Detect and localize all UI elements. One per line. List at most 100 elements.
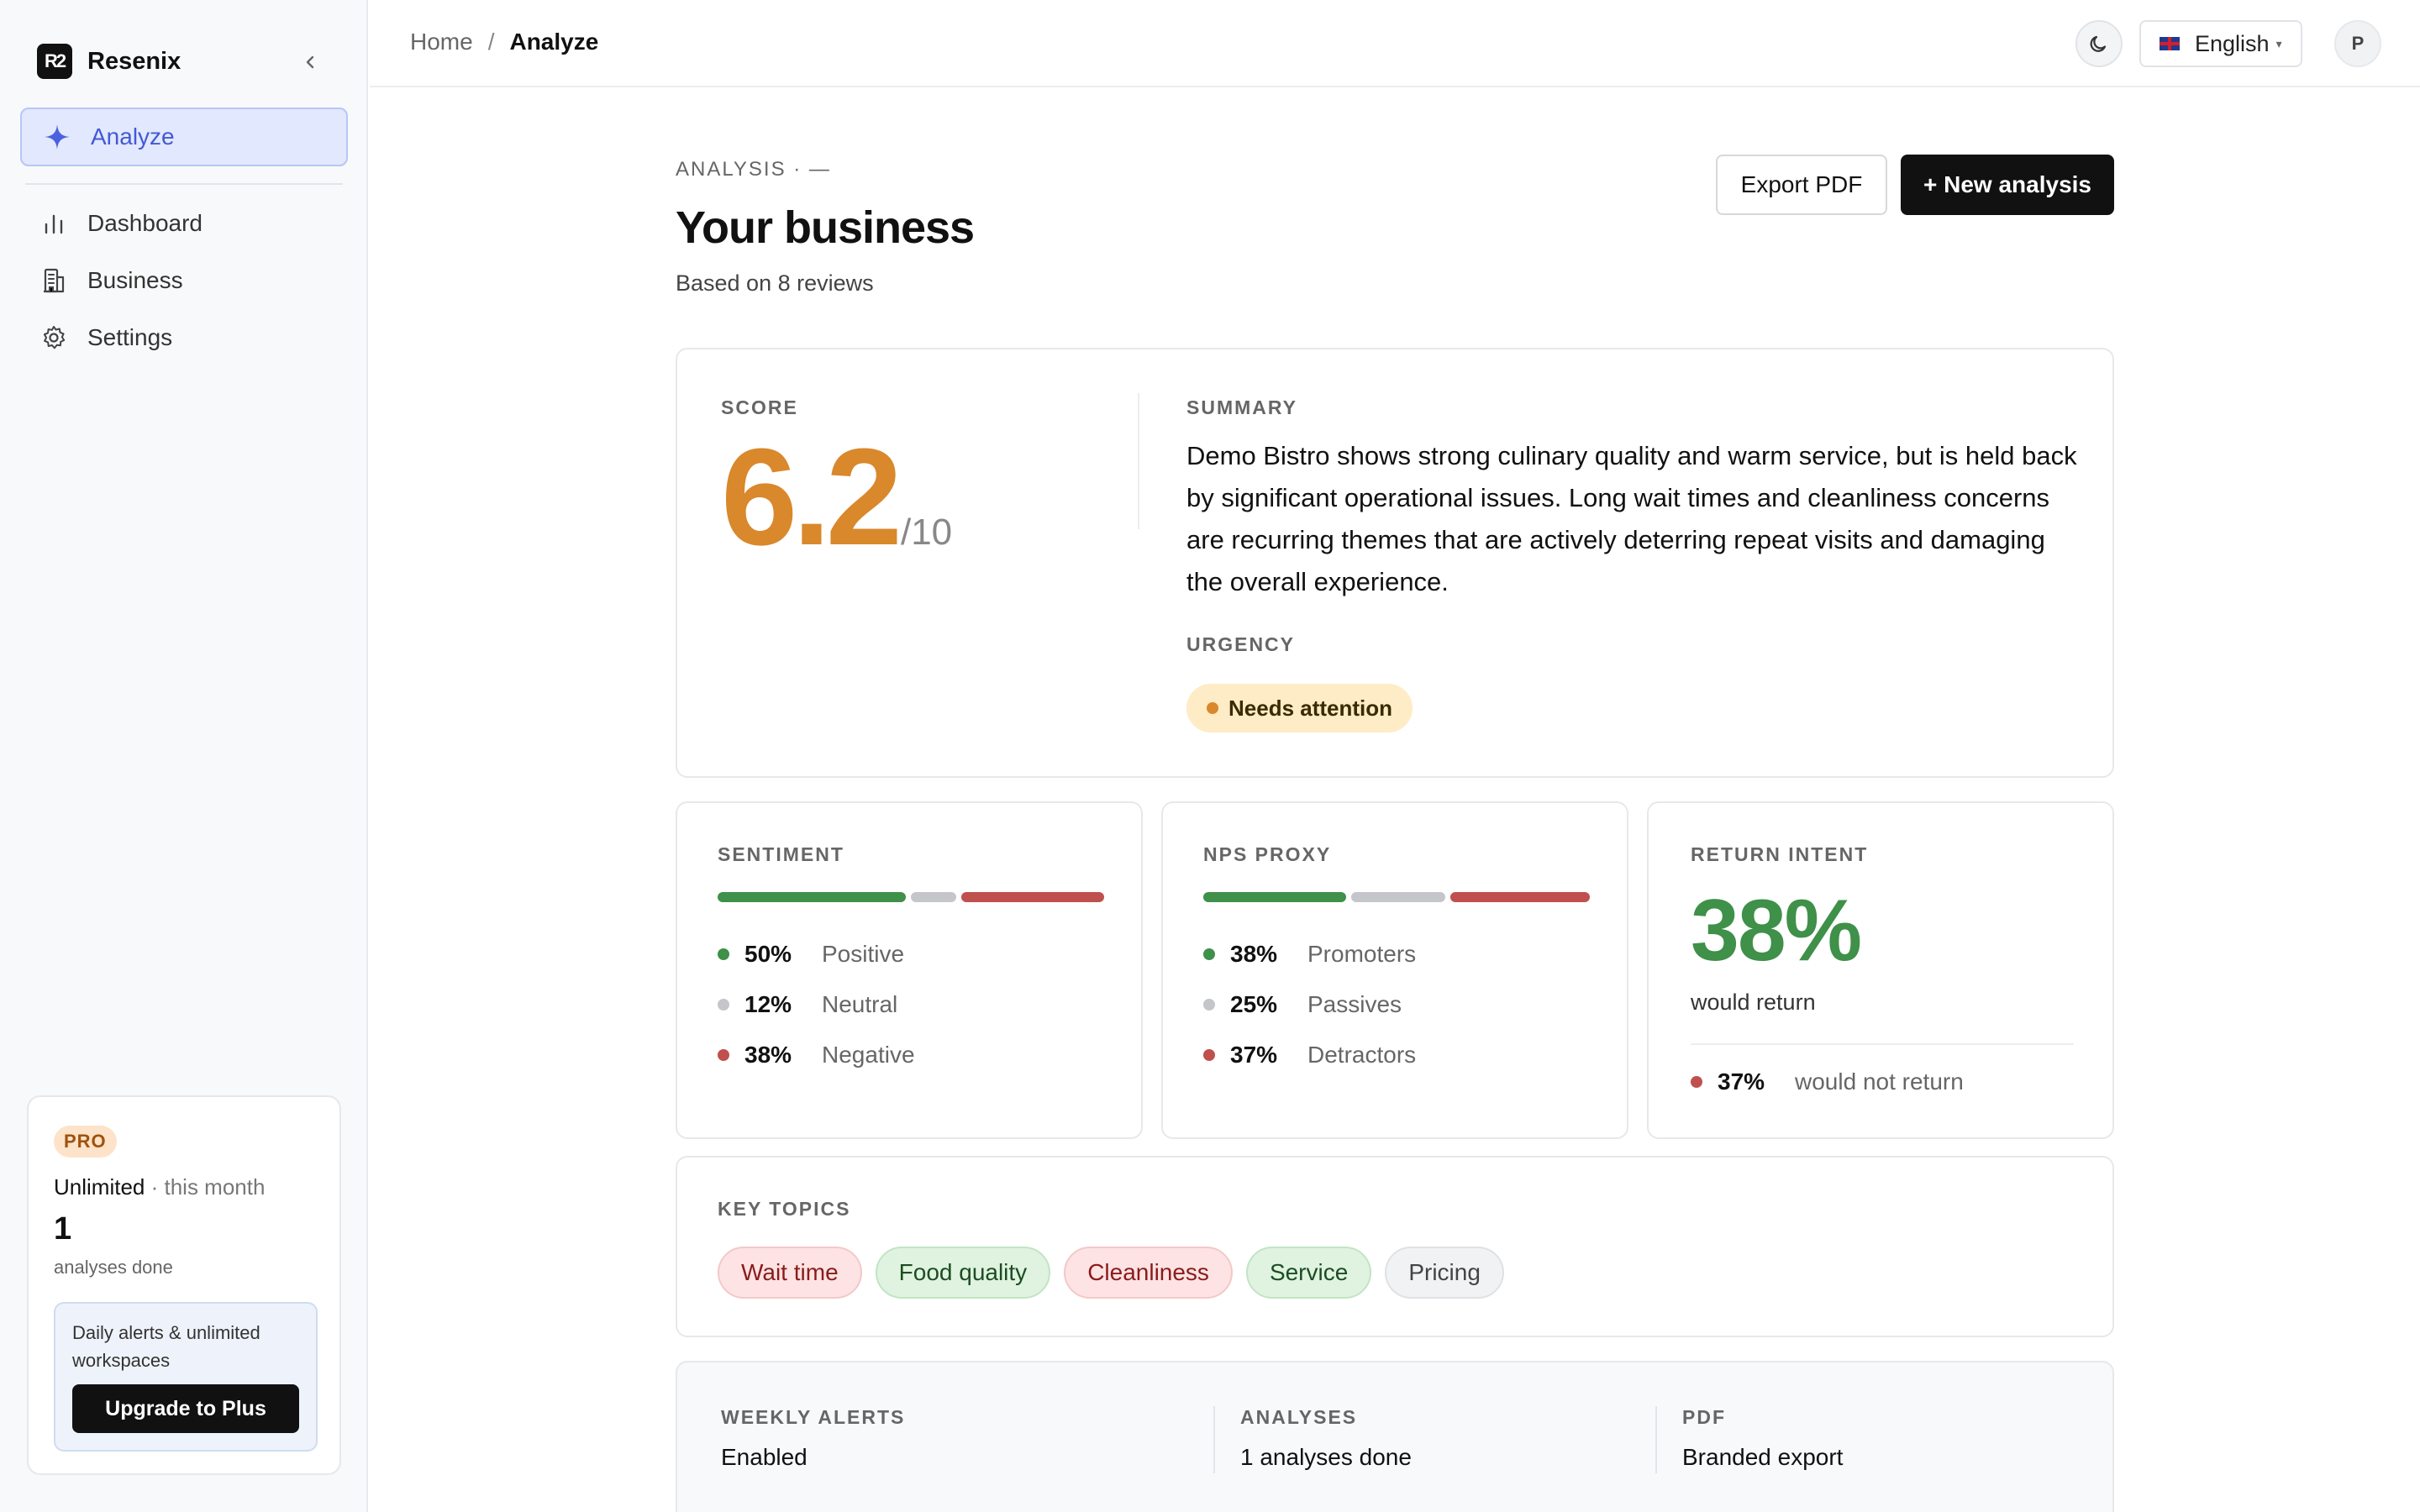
nps-bar bbox=[1203, 892, 1590, 902]
export-pdf-button[interactable]: Export PDF bbox=[1716, 155, 1887, 215]
feature-label: WEEKLY ALERTS bbox=[721, 1406, 906, 1428]
legend-name: Promoters bbox=[1307, 941, 1417, 967]
breadcrumb-current: Analyze bbox=[509, 29, 599, 55]
legend-row: 25% Passives bbox=[1203, 979, 1416, 1030]
analysis-eyebrow: ANALYSIS · — bbox=[676, 158, 831, 181]
brand-name: Resenix bbox=[87, 47, 182, 75]
return-intent-card: RETURN INTENT 38% would return 37% would… bbox=[1647, 801, 2114, 1139]
nps-bar-detractors bbox=[1450, 892, 1590, 902]
sidebar: R2 Resenix Analyze Dashboard Business bbox=[0, 0, 368, 1512]
legend-pct: 37% bbox=[1230, 1042, 1278, 1068]
brand[interactable]: R2 Resenix bbox=[37, 44, 181, 79]
not-return-row: 37% would not return bbox=[1691, 1063, 1964, 1100]
chevron-left-icon bbox=[306, 55, 314, 69]
feature-analyses: ANALYSES 1 analyses done bbox=[1240, 1406, 1412, 1471]
nps-bar-passives bbox=[1351, 892, 1446, 902]
sentiment-bar-negative bbox=[960, 892, 1104, 902]
score-number: 6.2 bbox=[721, 420, 902, 574]
feature-weekly-alerts: WEEKLY ALERTS Enabled bbox=[721, 1406, 905, 1471]
feature-value: Enabled bbox=[721, 1444, 808, 1470]
not-return-pct: 37% bbox=[1718, 1068, 1765, 1095]
legend-pct: 38% bbox=[744, 1042, 792, 1068]
sidebar-item-label: Business bbox=[87, 267, 183, 293]
feature-value: 1 analyses done bbox=[1240, 1444, 1412, 1470]
urgency-dot bbox=[1207, 702, 1218, 714]
topic-chip[interactable]: Service bbox=[1245, 1247, 1372, 1299]
legend-dot bbox=[1691, 1076, 1702, 1088]
sidebar-item-dashboard[interactable]: Dashboard bbox=[20, 195, 348, 252]
score-divider bbox=[1138, 393, 1139, 529]
topic-chip[interactable]: Pricing bbox=[1385, 1247, 1504, 1299]
plan-period: · this month bbox=[145, 1174, 266, 1200]
legend-row: 38% Negative bbox=[718, 1030, 915, 1080]
feature-label: ANALYSES bbox=[1240, 1406, 1358, 1428]
sentiment-bar bbox=[718, 892, 1104, 902]
score-value: 6.2 /10 bbox=[721, 428, 952, 566]
urgency-value: Needs attention bbox=[1228, 695, 1393, 721]
building-icon bbox=[37, 264, 71, 297]
feature-value: Branded export bbox=[1682, 1444, 1844, 1470]
sidebar-item-label: Analyze bbox=[91, 123, 175, 150]
upgrade-button[interactable]: Upgrade to Plus bbox=[72, 1384, 299, 1433]
return-intent-label: RETURN INTENT bbox=[1691, 843, 1869, 865]
sparkle-icon bbox=[42, 123, 72, 151]
score-label: SCORE bbox=[721, 396, 798, 418]
bar-chart-icon bbox=[37, 207, 71, 240]
sidebar-item-settings[interactable]: Settings bbox=[20, 309, 348, 366]
upsell-box: Daily alerts & unlimited workspaces Upgr… bbox=[54, 1302, 318, 1452]
plan-features-card: WEEKLY ALERTS Enabled ANALYSES 1 analyse… bbox=[676, 1361, 2114, 1512]
new-analysis-button[interactable]: + New analysis bbox=[1901, 155, 2114, 215]
sentiment-bar-positive bbox=[718, 892, 906, 902]
feature-pdf: PDF Branded export bbox=[1682, 1406, 1843, 1471]
theme-toggle-button[interactable] bbox=[2075, 20, 2123, 67]
topic-chip[interactable]: Cleanliness bbox=[1064, 1247, 1233, 1299]
feature-divider bbox=[1213, 1406, 1215, 1473]
legend-name: Neutral bbox=[822, 991, 898, 1017]
score-denominator: /10 bbox=[900, 512, 953, 553]
legend-row: 12% Neutral bbox=[718, 979, 915, 1030]
topic-chip[interactable]: Food quality bbox=[875, 1247, 1051, 1299]
topics-list: Wait time Food quality Cleanliness Servi… bbox=[718, 1247, 1504, 1299]
sentiment-bar-neutral bbox=[911, 892, 956, 902]
brand-logo: R2 bbox=[37, 44, 72, 79]
caret-down-icon: ▾ bbox=[2275, 36, 2282, 50]
topics-label: KEY TOPICS bbox=[718, 1198, 851, 1220]
plan-card: PRO Unlimited · this month 1 analyses do… bbox=[27, 1095, 341, 1475]
topbar: Home / Analyze English ▾ P bbox=[370, 0, 2420, 87]
score-summary-card: SCORE 6.2 /10 SUMMARY Demo Bistro shows … bbox=[676, 348, 2114, 778]
legend-name: Passives bbox=[1307, 991, 1402, 1017]
urgency-badge: Needs attention bbox=[1186, 684, 1413, 732]
plan-badge: PRO bbox=[54, 1126, 117, 1158]
return-intent-caption: would return bbox=[1691, 990, 1816, 1015]
topic-chip[interactable]: Wait time bbox=[718, 1247, 862, 1299]
moon-icon bbox=[2090, 35, 2107, 52]
upsell-text: Daily alerts & unlimited workspaces bbox=[72, 1322, 260, 1371]
legend-pct: 12% bbox=[744, 991, 792, 1017]
collapse-sidebar-button[interactable] bbox=[296, 47, 326, 77]
sidebar-nav: Dashboard Business Settings bbox=[20, 195, 348, 366]
nps-card: NPS PROXY 38% Promoters 25% Passives 37% De… bbox=[1161, 801, 1628, 1139]
plan-name: Unlimited bbox=[54, 1174, 145, 1200]
nps-label: NPS PROXY bbox=[1203, 843, 1332, 865]
legend-name: Detractors bbox=[1307, 1042, 1417, 1068]
legend-row: 50% Positive bbox=[718, 929, 915, 979]
plan-count: 1 bbox=[54, 1211, 72, 1247]
sidebar-item-label: Dashboard bbox=[87, 210, 203, 236]
breadcrumb-separator: / bbox=[487, 29, 495, 55]
sidebar-item-business[interactable]: Business bbox=[20, 252, 348, 309]
return-intent-divider bbox=[1691, 1043, 2074, 1045]
gear-icon bbox=[37, 321, 71, 354]
sidebar-item-label: Settings bbox=[87, 324, 173, 350]
language-select[interactable]: English ▾ bbox=[2139, 20, 2302, 67]
summary-text: Demo Bistro shows strong culinary qualit… bbox=[1186, 441, 2077, 596]
sidebar-item-analyze[interactable]: Analyze bbox=[20, 108, 348, 166]
avatar[interactable]: P bbox=[2334, 20, 2381, 67]
legend-name: Negative bbox=[822, 1042, 915, 1068]
breadcrumb: Home / Analyze bbox=[410, 29, 598, 55]
page-subtitle: Based on 8 reviews bbox=[676, 270, 874, 296]
nps-bar-promoters bbox=[1203, 892, 1347, 902]
legend-pct: 25% bbox=[1230, 991, 1278, 1017]
legend-pct: 50% bbox=[744, 941, 792, 967]
urgency-label: URGENCY bbox=[1186, 633, 1296, 655]
breadcrumb-home[interactable]: Home bbox=[410, 29, 473, 55]
